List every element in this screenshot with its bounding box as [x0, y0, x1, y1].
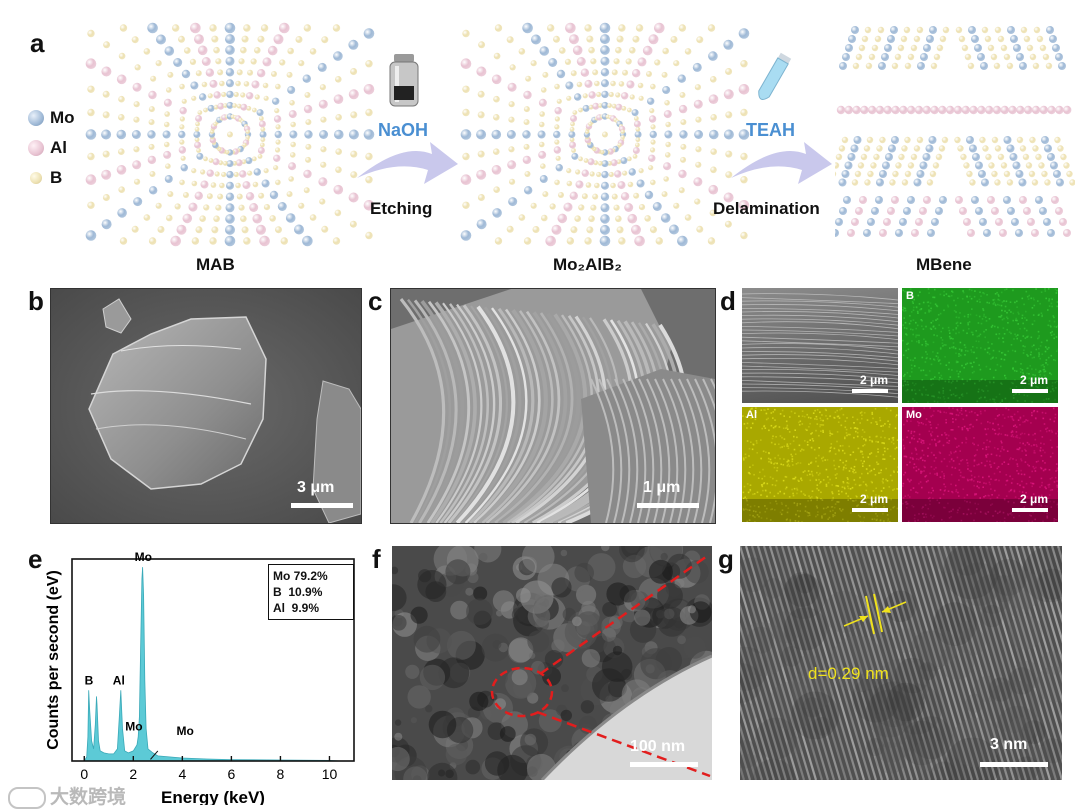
eds-spectrum-chart: 0 2 4 6 8 10 Energy (keV) Counts per second (eV… — [45, 550, 355, 805]
scale-bar — [630, 762, 698, 767]
x-axis-label: Energy (keV) — [161, 788, 265, 805]
x-tick-label: 2 — [129, 766, 137, 782]
legend-label-b: B — [50, 168, 63, 187]
scale-bar-label: 2 μm — [859, 492, 888, 506]
x-tick-label: 6 — [227, 766, 235, 782]
panel-label-a: a — [30, 28, 45, 58]
spectrum-area — [79, 567, 342, 762]
y-axis-label: Counts per second (eV) — [45, 570, 62, 750]
mab-structure-illustration — [85, 22, 375, 247]
composition-row-al: Al 9.9% — [273, 600, 349, 616]
molybdenum-map-tile: Mo 2 μm — [902, 407, 1058, 522]
caption-mo2alb2-text: Mo₂AlB₂ — [553, 255, 622, 274]
layered-texture — [742, 293, 898, 398]
scale-bar-label: 2 μm — [1019, 373, 1048, 387]
caption-mbene: MBene — [916, 255, 972, 274]
map-noise — [902, 407, 1058, 522]
al-atom-icon — [28, 140, 44, 156]
legend-label-mo: Mo — [50, 108, 75, 127]
delaminated-layers — [835, 26, 1075, 237]
scale-bar-label: 3 μm — [297, 479, 335, 496]
caption-mab: MAB — [196, 255, 235, 274]
lattice-fringes — [740, 546, 1062, 780]
panel-label-f: f — [372, 544, 381, 574]
arrow-right-icon — [731, 142, 832, 184]
element-legend: Mo Al B — [28, 108, 88, 198]
scale-bar-label: 100 nm — [630, 738, 686, 755]
peak-label: Mo — [125, 720, 142, 734]
legend-label-al: Al — [50, 138, 67, 157]
hrtem-image-g: d=0.29 nm 3 nm — [740, 546, 1062, 780]
map-label: Mo — [906, 409, 922, 421]
peak-label: Mo — [135, 550, 152, 564]
scale-bar-label: 3 nm — [990, 736, 1028, 753]
watermark-logo-icon — [8, 786, 46, 809]
map-noise — [742, 407, 898, 522]
peak-label: Mo — [177, 724, 194, 738]
value: 10.9% — [288, 585, 323, 599]
sem-image-b: 3 μm — [50, 288, 362, 524]
watermark-text: 大数跨境 — [50, 786, 127, 808]
process-etching: Etching — [370, 199, 433, 218]
atom-rods — [85, 22, 375, 247]
plot-frame — [71, 558, 355, 762]
d-spacing-marker — [843, 593, 907, 635]
panel-label-e: e — [28, 544, 43, 574]
sem-map-tile: 2 μm — [742, 288, 898, 403]
panel-label-g: g — [718, 544, 734, 574]
peak-label: B — [85, 673, 94, 687]
scale-bar — [291, 503, 353, 508]
arrow-right-icon — [357, 142, 458, 184]
scale-bar — [852, 389, 888, 393]
x-tick-label: 0 — [80, 766, 88, 782]
reagent-teah: TEAH — [746, 120, 795, 140]
composition-row-mo: Mo 79.2% — [273, 568, 349, 584]
reagent-naoh: NaOH — [378, 120, 429, 140]
composition-row-b: B 10.9% — [273, 584, 349, 600]
mo2alb2-structure-illustration — [460, 22, 750, 247]
watermark: 大数跨境 — [8, 782, 126, 809]
scale-bar-label: 2 μm — [859, 373, 888, 387]
caption-mo2alb2: Mo₂AlB₂ — [553, 255, 622, 275]
aluminum-map-tile: Al 2 μm — [742, 407, 898, 522]
panel-label-b: b — [28, 286, 44, 316]
sem-image-c: 1 μm — [390, 288, 716, 524]
x-tick-label: 4 — [178, 766, 186, 782]
element: Mo — [273, 569, 291, 583]
d-spacing-label: d=0.29 nm — [808, 664, 889, 683]
panel-label-c: c — [368, 286, 383, 316]
scale-bar — [980, 762, 1048, 767]
scale-bar — [1012, 508, 1048, 512]
x-tick-label: 8 — [277, 766, 285, 782]
panel-label-d: d — [720, 286, 736, 316]
b-atom-icon — [30, 172, 42, 184]
process-delamination: Delamination — [713, 199, 820, 218]
autoclave-icon — [389, 54, 419, 107]
map-noise — [902, 288, 1058, 403]
tem-image-f: 100 nm — [392, 546, 712, 780]
value: 79.2% — [293, 569, 328, 583]
scale-bar — [852, 508, 888, 512]
scale-bar — [637, 503, 699, 508]
tem-texture — [392, 546, 712, 780]
scale-bar-label: 1 μm — [643, 479, 681, 496]
element: B — [273, 585, 282, 599]
mo-atom-icon — [28, 110, 44, 126]
map-label: B — [906, 290, 914, 302]
particle-illustration — [51, 289, 361, 523]
boron-map-tile: B 2 μm — [902, 288, 1058, 403]
x-tick-label: 10 — [322, 766, 338, 782]
element: Al — [273, 601, 285, 615]
mbene-structure-illustration — [835, 26, 1075, 237]
peak-label: Al — [113, 673, 125, 687]
scale-bar — [1012, 389, 1048, 393]
value: 9.9% — [291, 601, 320, 615]
composition-table: Mo 79.2% B 10.9% Al 9.9% — [268, 564, 354, 620]
atom-rods — [460, 22, 750, 247]
map-label: Al — [746, 409, 757, 421]
peak-pointer — [150, 750, 159, 760]
scale-bar-label: 2 μm — [1019, 492, 1048, 506]
eds-map-grid: 2 μm B 2 μm Al 2 μm Mo 2 μm — [740, 288, 1060, 524]
test-tube-icon — [758, 52, 792, 100]
